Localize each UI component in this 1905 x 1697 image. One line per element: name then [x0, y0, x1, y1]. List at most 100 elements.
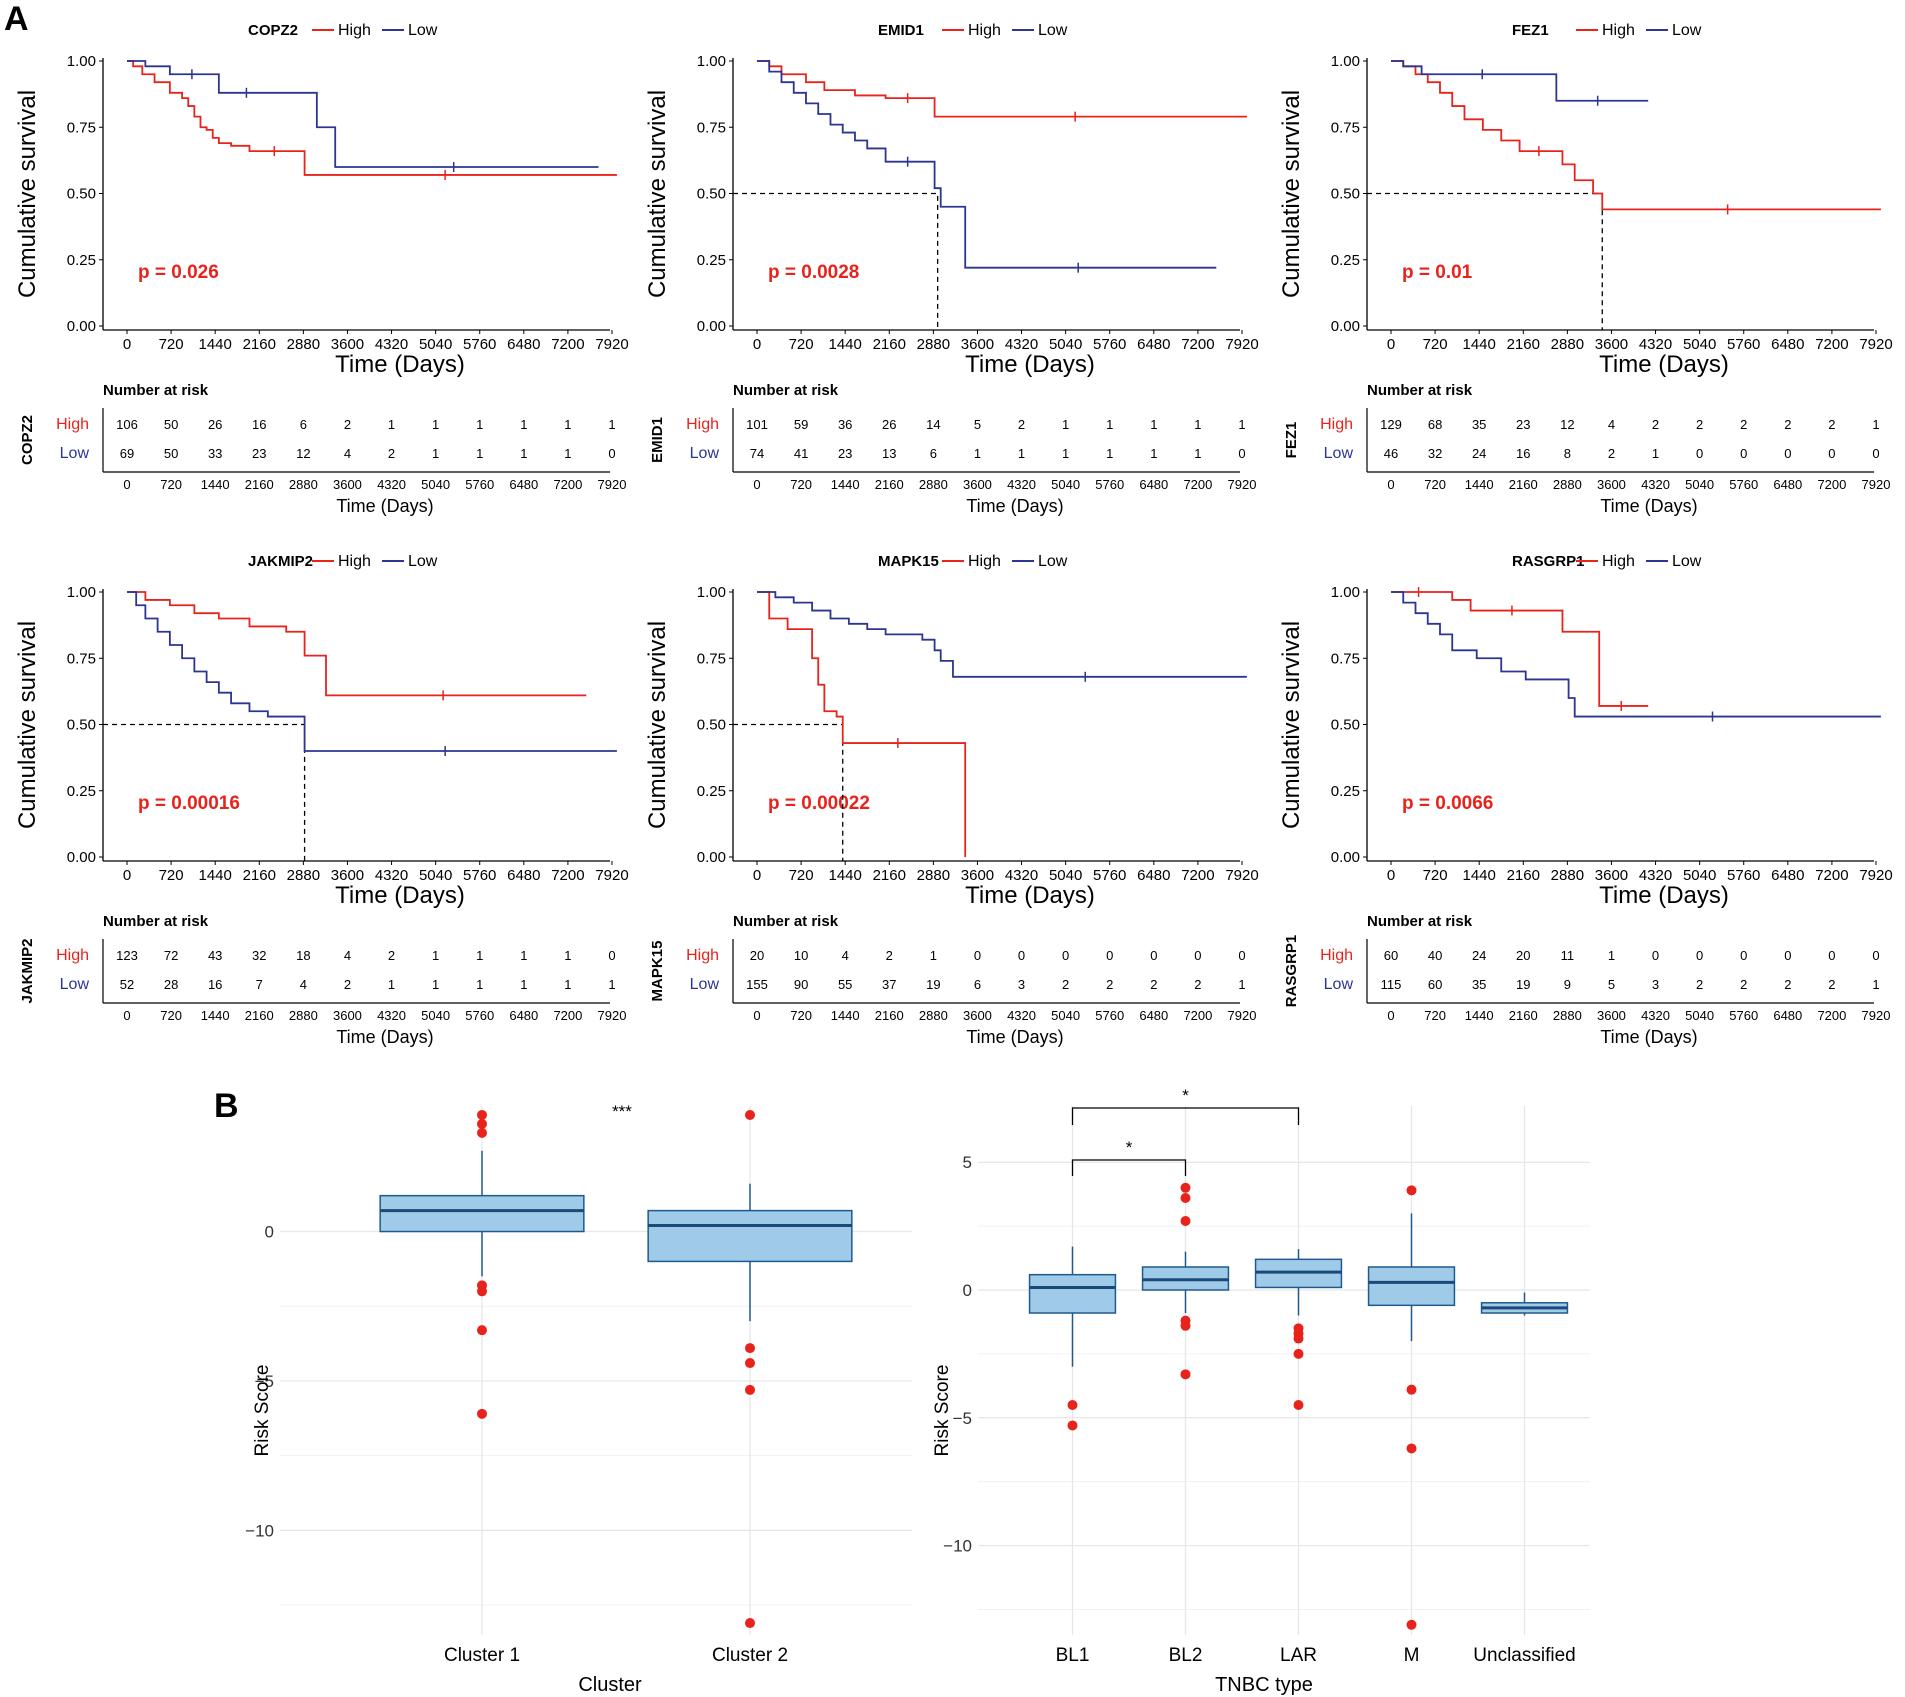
y-tick-label: 0.75	[67, 119, 96, 136]
x-tick-label: 3600	[331, 867, 364, 884]
risk-high-value: 0	[1018, 948, 1025, 963]
risk-x-tick-label: 7920	[1228, 477, 1257, 492]
risk-x-tick-label: 7920	[1862, 477, 1891, 492]
risk-x-tick-label: 720	[160, 477, 182, 492]
x-tick-label: 720	[789, 867, 814, 884]
outlier-point	[1406, 1619, 1417, 1630]
risk-x-title: Time (Days)	[336, 1027, 433, 1047]
risk-low-value: 1	[388, 977, 395, 992]
risk-high-value: 1	[432, 948, 439, 963]
risk-x-tick-label: 3600	[333, 1008, 362, 1023]
x-tick-label: 5040	[419, 867, 452, 884]
x-tick-label: 6480	[1137, 867, 1170, 884]
y-axis-title: Risk Score	[252, 1365, 273, 1457]
risk-x-tick-label: 0	[123, 477, 130, 492]
x-tick-label: 7920	[1225, 336, 1258, 353]
risk-x-tick-label: 0	[753, 1008, 760, 1023]
outlier-point	[745, 1343, 755, 1354]
risk-high-value: 1	[1872, 417, 1879, 432]
survival-curve-low	[1391, 60, 1649, 102]
risk-x-tick-label: 0	[1387, 1008, 1394, 1023]
risk-high-value: 123	[116, 948, 138, 963]
p-value: p = 0.00016	[138, 793, 240, 814]
y-tick-label: −5	[255, 1372, 274, 1391]
outlier-point	[477, 1325, 487, 1336]
risk-low-value: 2	[1828, 977, 1835, 992]
risk-x-tick-label: 5040	[1051, 477, 1080, 492]
x-tick-label: 2160	[243, 336, 276, 353]
x-tick-label: 2160	[1507, 336, 1540, 353]
risk-low-value: 1	[476, 446, 483, 461]
significance-bracket	[1071, 1107, 1300, 1125]
y-tick-label: 0.25	[67, 252, 96, 269]
risk-x-tick-label: 6480	[1773, 477, 1802, 492]
outlier-point	[745, 1358, 755, 1369]
risk-x-tick-label: 3600	[963, 1008, 992, 1023]
outlier-point	[1293, 1400, 1304, 1410]
risk-high-label: High	[686, 947, 719, 964]
x-axis-title: Time (Days)	[965, 351, 1095, 378]
risk-low-value: 33	[208, 446, 222, 461]
legend-high-label: High	[968, 553, 1001, 570]
p-value: p = 0.026	[138, 262, 219, 283]
risk-low-value: 3	[1018, 977, 1025, 992]
km-title: FEZ1	[1512, 22, 1549, 39]
risk-low-value: 1	[520, 977, 527, 992]
risk-x-tick-label: 2160	[245, 1008, 274, 1023]
x-axis-title: Time (Days)	[965, 882, 1095, 909]
risk-high-value: 26	[208, 417, 222, 432]
risk-x-title: Time (Days)	[1600, 496, 1697, 516]
risk-x-tick-label: 720	[160, 1008, 182, 1023]
legend-high-label: High	[1602, 553, 1635, 570]
legend-high-label: High	[968, 22, 1001, 39]
risk-x-tick-label: 5760	[1095, 1008, 1124, 1023]
risk-high-value: 0	[1696, 948, 1703, 963]
x-tick-label: 0	[1387, 336, 1395, 353]
y-tick-label: 0.00	[67, 318, 96, 335]
risk-x-tick-label: 3600	[963, 477, 992, 492]
x-tick-label: 7920	[595, 867, 628, 884]
x-tick-label: 6480	[1771, 336, 1804, 353]
x-tick-label: 4320	[375, 867, 408, 884]
risk-high-value: 0	[974, 948, 981, 963]
risk-low-value: 1	[1652, 446, 1659, 461]
y-tick-label: 0.75	[697, 119, 726, 136]
risk-x-tick-label: 7200	[1183, 477, 1212, 492]
risk-high-value: 60	[1384, 948, 1398, 963]
box-cluster-2	[647, 1109, 853, 1629]
risk-high-value: 2	[388, 948, 395, 963]
outlier-point	[1180, 1193, 1191, 1203]
x-tick-label: 5760	[1727, 867, 1760, 884]
risk-low-value: 52	[120, 977, 134, 992]
risk-high-value: 5	[974, 417, 981, 432]
risk-low-label: Low	[690, 976, 720, 993]
x-tick-label: M	[1404, 1645, 1420, 1666]
risk-title: Number at risk	[1367, 913, 1473, 930]
risk-low-value: 60	[1428, 977, 1442, 992]
x-tick-label: 2160	[873, 867, 906, 884]
risk-low-label: Low	[1324, 445, 1354, 462]
risk-x-tick-label: 4320	[1007, 1008, 1036, 1023]
risk-high-value: 0	[1872, 948, 1879, 963]
risk-title: Number at risk	[1367, 382, 1473, 399]
outlier-point	[477, 1408, 487, 1419]
risk-low-value: 2	[388, 446, 395, 461]
outlier-point	[1406, 1185, 1417, 1196]
y-tick-label: 0.00	[1331, 318, 1360, 335]
x-tick-label: 5040	[1049, 867, 1082, 884]
risk-low-label: Low	[690, 445, 720, 462]
x-tick-label: 1440	[198, 336, 231, 353]
legend-low-label: Low	[408, 553, 438, 570]
x-tick-label: 2160	[873, 336, 906, 353]
legend-high-label: High	[338, 22, 371, 39]
y-tick-label: 5	[963, 1153, 972, 1172]
significance-label: *	[1182, 1086, 1189, 1105]
y-tick-label: 0.00	[1331, 849, 1360, 866]
risk-low-value: 1	[608, 977, 615, 992]
p-value: p = 0.0028	[768, 262, 859, 283]
risk-low-value: 8	[1564, 446, 1571, 461]
y-tick-label: 0.00	[67, 849, 96, 866]
risk-low-label: Low	[60, 445, 90, 462]
risk-high-value: 18	[296, 948, 310, 963]
